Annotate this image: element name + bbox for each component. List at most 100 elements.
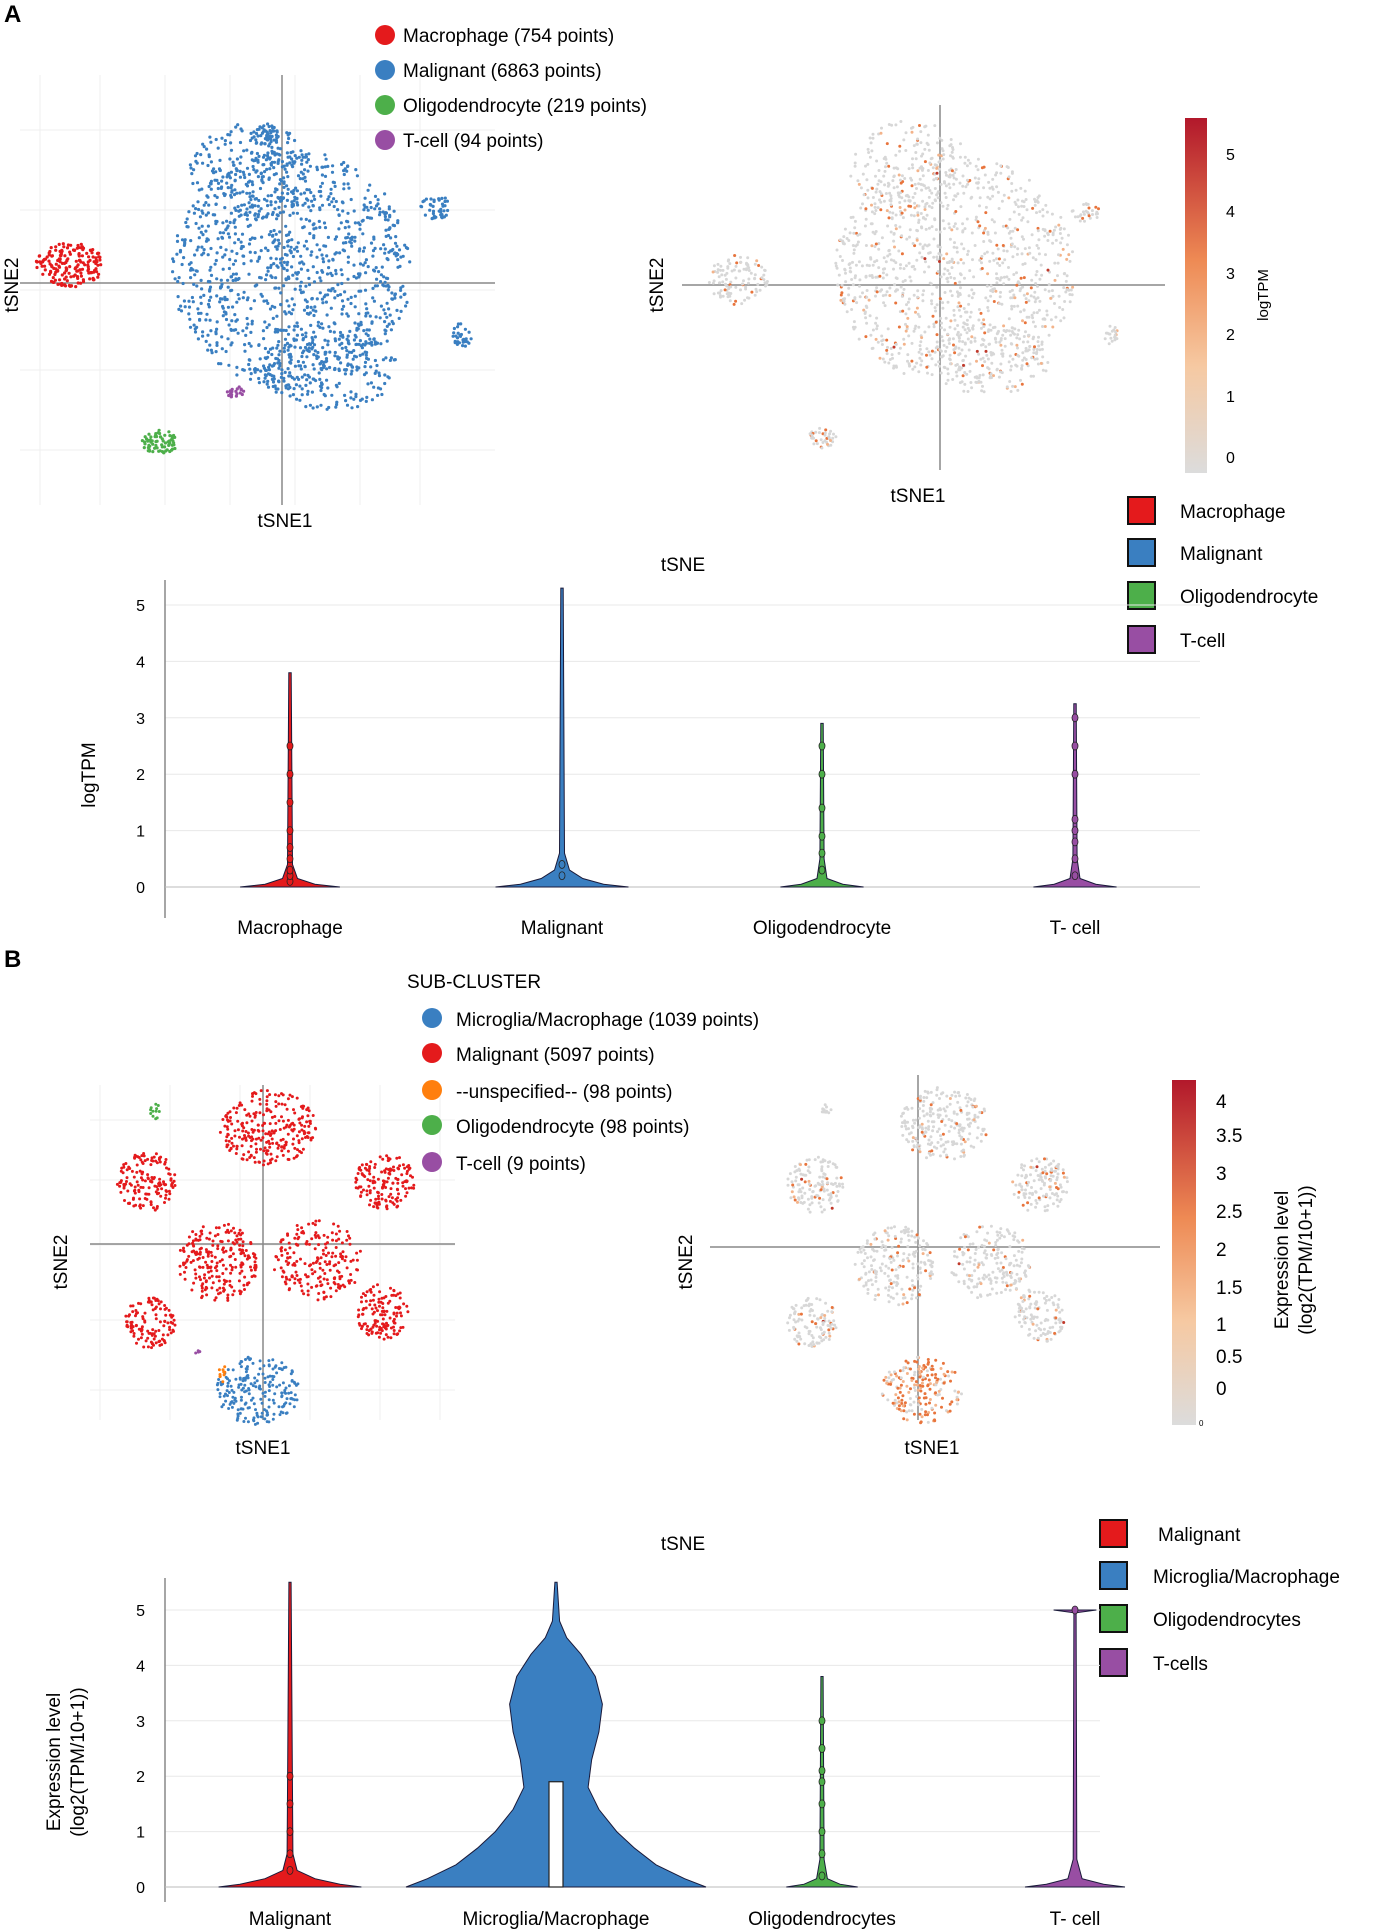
scatter-point (236, 205, 240, 209)
scatter-point (874, 242, 878, 246)
scatter-point (345, 1266, 349, 1270)
scatter-point (815, 442, 819, 446)
scatter-point (329, 1295, 333, 1299)
scatter-point (894, 364, 898, 368)
scatter-point (820, 446, 824, 450)
scatter-point (930, 206, 934, 210)
scatter-point (222, 310, 226, 314)
scatter-point (198, 1265, 201, 1269)
scatter-point (217, 1368, 221, 1372)
scatter-point (381, 1322, 384, 1326)
scatter-point (185, 1258, 189, 1262)
scatter-point (332, 1276, 336, 1280)
scatter-point (286, 387, 290, 391)
scatter-point (158, 431, 162, 436)
scatter-point (302, 349, 306, 353)
scatter-point (249, 1268, 253, 1272)
scatter-point (920, 359, 924, 363)
scatter-point (887, 249, 891, 253)
scatter-point (756, 282, 760, 286)
scatter-point (1062, 272, 1066, 276)
scatter-point (327, 325, 331, 329)
scatter-point (305, 1275, 309, 1279)
scatter-point (280, 1391, 284, 1395)
scatter-point (193, 330, 198, 334)
scatter-point (976, 157, 980, 161)
scatter-point (382, 1181, 386, 1185)
scatter-point (369, 1327, 373, 1331)
scatter-point (278, 178, 282, 182)
scatter-point (1021, 285, 1025, 289)
scatter-point (273, 1093, 277, 1097)
scatter-point (719, 268, 722, 272)
scatter-point (288, 230, 292, 234)
scatter-point (276, 146, 280, 150)
scatter-point (231, 1293, 235, 1297)
scatter-point (230, 341, 234, 345)
scatter-point (913, 201, 917, 205)
scatter-point (180, 238, 185, 242)
scatter-point (156, 1299, 160, 1303)
colorbar-tick: 0 (1226, 450, 1235, 467)
scatter-point (299, 267, 303, 271)
scatter-point (289, 1391, 293, 1395)
scatter-point (1019, 276, 1023, 280)
scatter-point (228, 220, 232, 225)
scatter-point (209, 295, 213, 299)
scatter-point (79, 271, 83, 275)
scatter-point (333, 252, 337, 256)
scatter-point (253, 212, 257, 216)
scatter-point (908, 199, 912, 203)
scatter-point (292, 1137, 295, 1141)
scatter-point (261, 1136, 265, 1140)
scatter-point (899, 263, 902, 267)
scatter-point (1011, 326, 1014, 330)
scatter-point (276, 135, 280, 139)
scatter-point (357, 312, 361, 316)
scatter-point (235, 373, 239, 377)
scatter-point (320, 269, 324, 273)
scatter-point (68, 265, 72, 269)
scatter-point (259, 1138, 263, 1142)
scatter-point (360, 1163, 364, 1167)
scatter-point (167, 1308, 171, 1312)
scatter-point (233, 1134, 237, 1138)
scatter-point (368, 1303, 372, 1307)
scatter-point (263, 346, 267, 351)
scatter-point (939, 182, 943, 186)
scatter-point (938, 167, 941, 171)
scatter-point (812, 442, 816, 446)
scatter-point (340, 281, 344, 286)
scatter-point (973, 336, 977, 340)
scatter-point (195, 284, 199, 288)
scatter-point (317, 1219, 321, 1223)
scatter-point (952, 176, 956, 180)
scatter-point (63, 254, 67, 258)
scatter-point (311, 1136, 315, 1140)
scatter-point (996, 261, 999, 265)
scatter-point (757, 264, 761, 267)
scatter-point (889, 258, 893, 262)
scatter-point (1024, 198, 1028, 201)
scatter-point (341, 1250, 345, 1254)
scatter-point (982, 325, 986, 328)
scatter-point (223, 253, 227, 257)
scatter-point (277, 1144, 281, 1147)
scatter-point (364, 314, 368, 318)
scatter-point (1033, 300, 1037, 304)
scatter-point (384, 356, 388, 360)
scatter-point (952, 343, 955, 347)
scatter-point (278, 147, 283, 151)
scatter-point (1012, 293, 1016, 297)
scatter-point (243, 1288, 246, 1291)
scatter-point (920, 352, 924, 356)
scatter-point (293, 195, 297, 199)
scatter-point (269, 265, 273, 270)
scatter-point (381, 1157, 385, 1161)
scatter-point (264, 278, 268, 282)
scatter-point (868, 136, 872, 140)
scatter-point (241, 170, 245, 174)
scatter-point (296, 1278, 300, 1282)
scatter-point (140, 1332, 144, 1336)
scatter-point (270, 304, 274, 308)
